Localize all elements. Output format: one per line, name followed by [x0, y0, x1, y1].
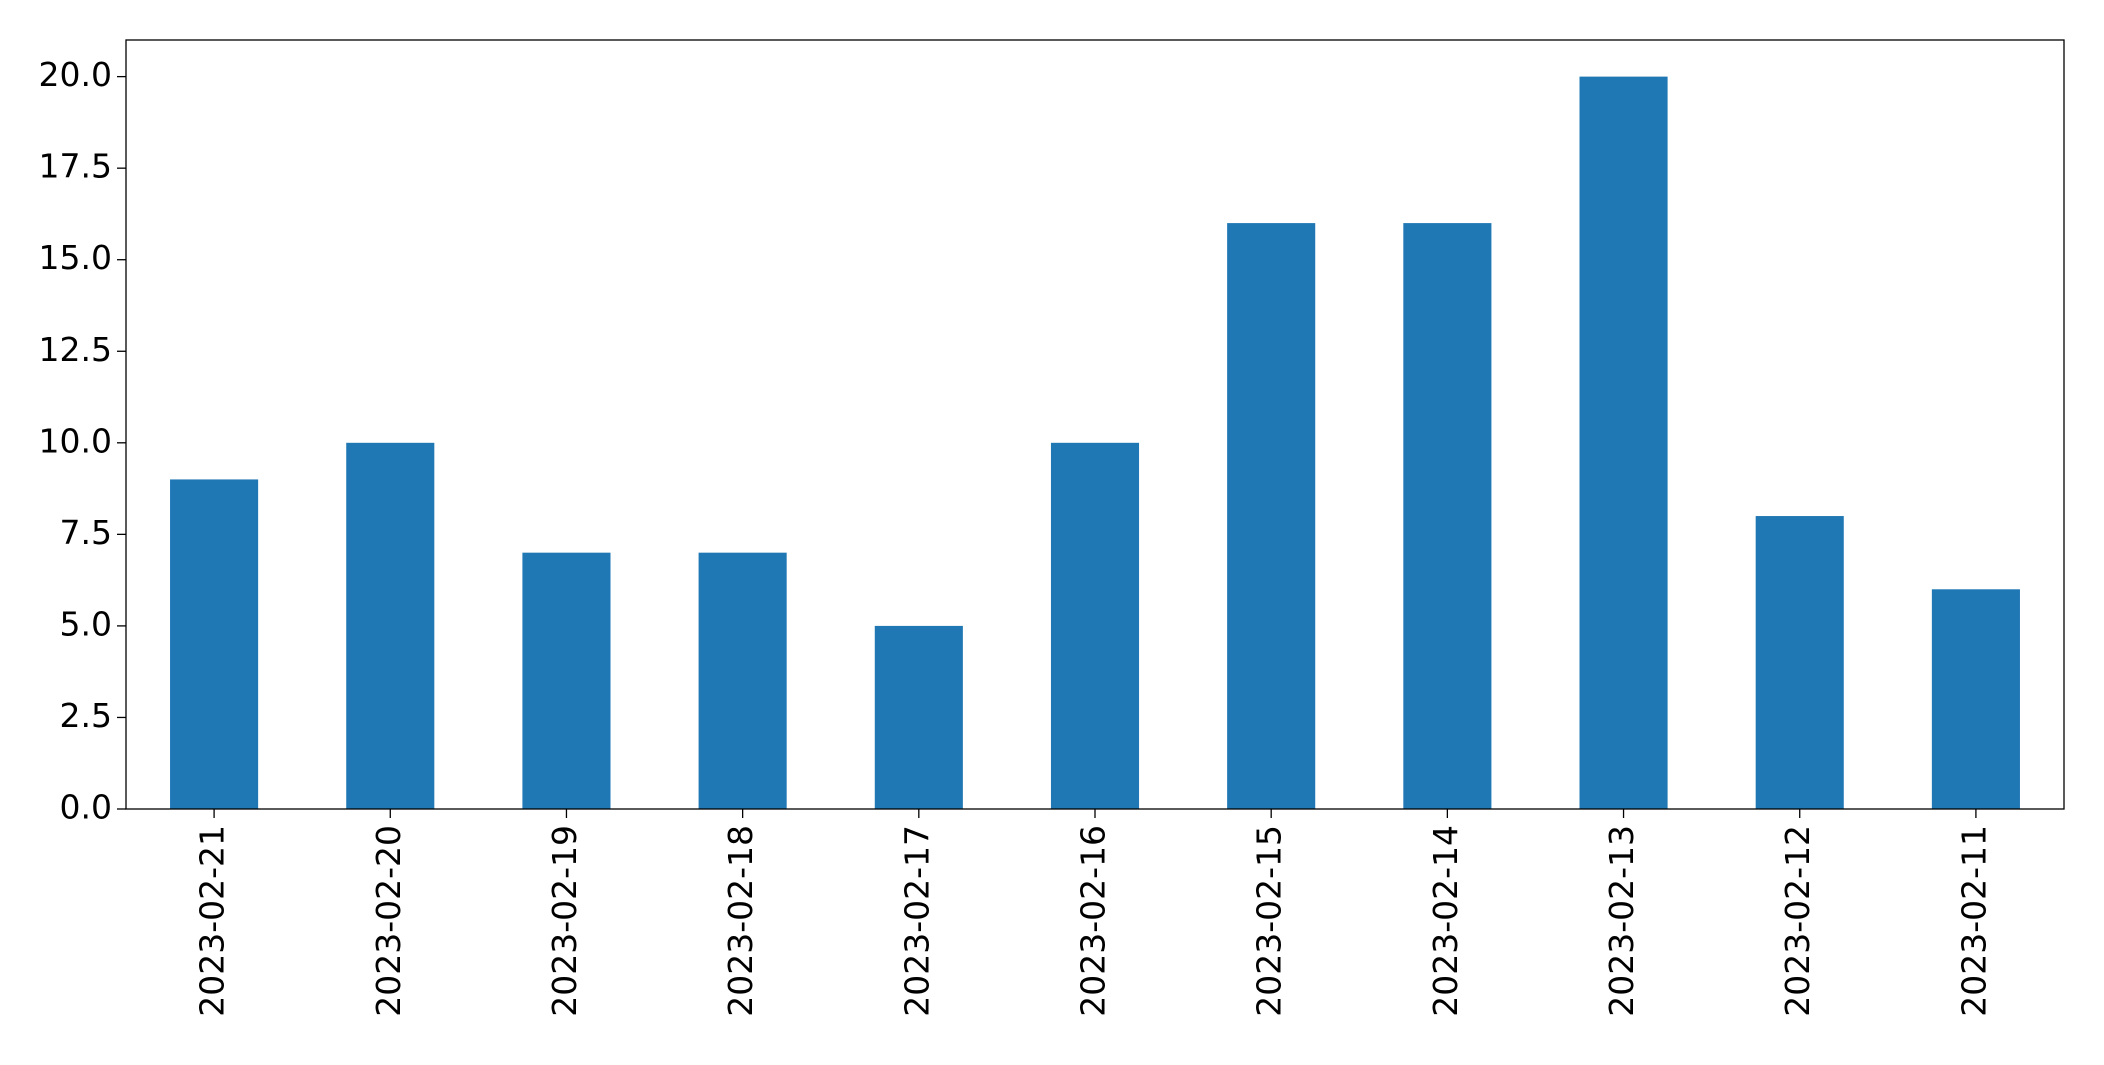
x-tick-label: 2023-02-13 [1602, 825, 1641, 1017]
x-tick-label: 2023-02-12 [1778, 825, 1817, 1017]
y-tick-label: 7.5 [60, 513, 112, 552]
bar [170, 479, 259, 809]
x-tick-label: 2023-02-16 [1074, 825, 1113, 1017]
bar [522, 552, 611, 809]
y-tick-label: 0.0 [60, 788, 112, 827]
x-tick-label: 2023-02-20 [369, 825, 408, 1017]
bar [1755, 516, 1844, 809]
bar [1227, 223, 1316, 810]
bar [1931, 589, 2020, 809]
y-tick-label: 15.0 [39, 238, 112, 277]
y-tick-label: 2.5 [60, 696, 112, 735]
bar [1050, 442, 1140, 809]
x-tick-label: 2023-02-15 [1250, 825, 1289, 1017]
bar [1579, 76, 1668, 810]
bar [1403, 223, 1492, 810]
y-tick-label: 20.0 [39, 55, 112, 94]
x-tick-label: 2023-02-21 [193, 825, 232, 1017]
x-tick-label: 2023-02-17 [897, 825, 936, 1017]
x-tick-label: 2023-02-11 [1954, 825, 1993, 1017]
x-tick-label: 2023-02-19 [545, 825, 584, 1017]
x-tick-label: 2023-02-18 [721, 825, 760, 1017]
bar [346, 442, 435, 809]
y-tick-label: 17.5 [39, 147, 112, 186]
bar [698, 552, 787, 809]
plot-frame [125, 39, 2065, 810]
y-tick-label: 10.0 [39, 421, 112, 460]
bar [874, 625, 963, 809]
x-tick-label: 2023-02-14 [1426, 825, 1465, 1017]
y-tick-label: 12.5 [39, 330, 112, 369]
y-tick-label: 5.0 [60, 604, 112, 643]
